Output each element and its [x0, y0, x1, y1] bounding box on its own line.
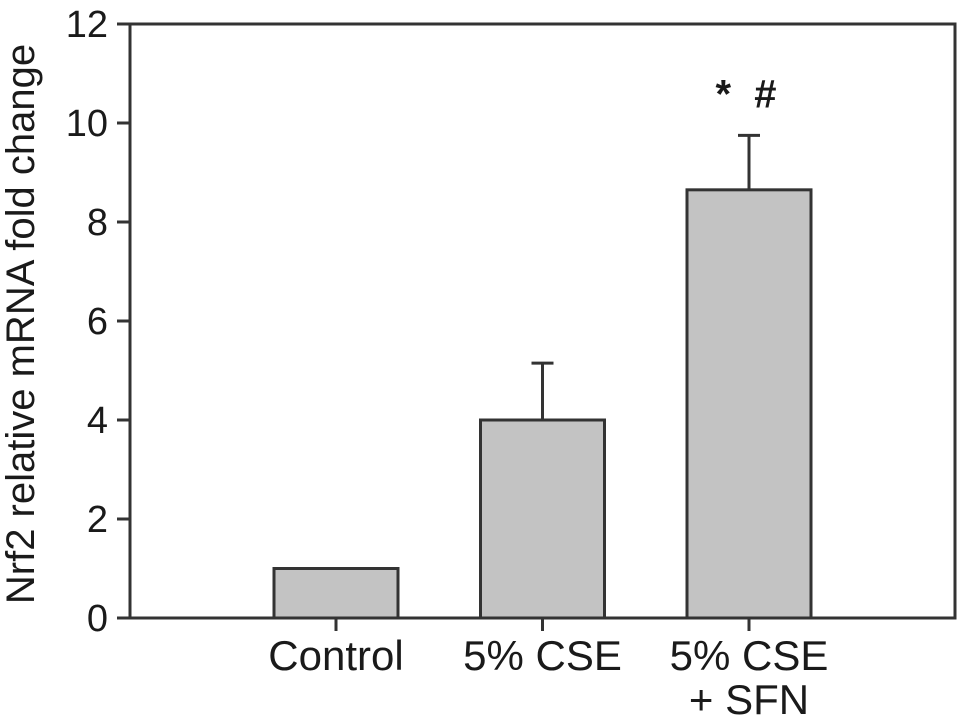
chart-plot-area: 0 2 4 6 8 10 12 Control 5% CSE 5% CSE + SFN * #: [66, 4, 957, 723]
significance-annotation: * #: [716, 72, 783, 116]
y-tick-label-0: 0: [87, 598, 108, 640]
x-category-label-5-cse-sfn: 5% CSE + SFN: [670, 632, 829, 723]
x-category-label-5-cse: 5% CSE: [463, 632, 622, 679]
y-tick-label-12: 12: [66, 4, 108, 46]
y-tick-label-10: 10: [66, 103, 108, 145]
bar-5-cse: [479, 418, 606, 620]
x-category-label-control: Control: [268, 632, 403, 679]
y-tick-label-4: 4: [87, 400, 108, 442]
y-tick-label-8: 8: [87, 202, 108, 244]
bar-5-cse-sfn: [685, 188, 813, 620]
y-tick-label-2: 2: [87, 499, 108, 541]
y-tick-label-6: 6: [87, 301, 108, 343]
bar-control: [272, 567, 400, 620]
y-axis-title: Nrf2 relative mRNA fold change: [0, 44, 43, 604]
